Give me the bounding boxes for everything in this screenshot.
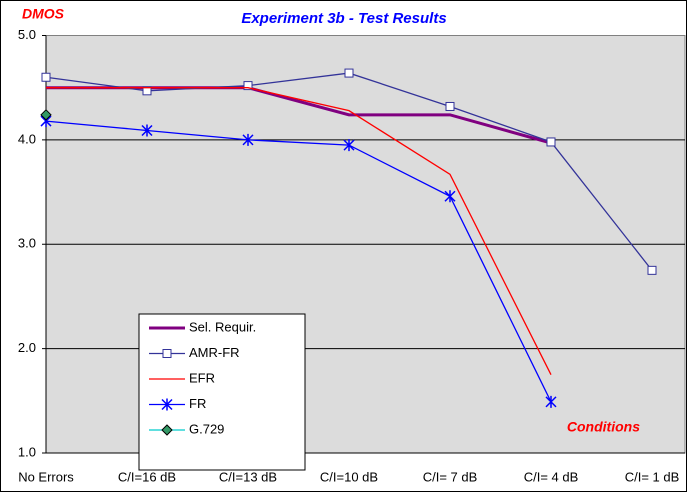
x-tick-label: C/I= 4 dB [524,469,579,484]
marker [242,133,254,146]
legend-label: EFR [189,370,215,385]
legend-label: G.729 [189,421,224,436]
x-tick-label: C/I=13 dB [219,469,277,484]
x-tick-label: No Errors [18,469,74,484]
marker [545,395,557,408]
marker [444,190,456,203]
marker [343,139,355,152]
y-tick-label: 3.0 [18,236,36,251]
marker [40,109,52,121]
x-axis-label: Conditions [567,419,640,435]
y-tick-label: 2.0 [18,340,36,355]
marker [546,137,556,147]
marker [161,424,173,436]
marker [41,72,51,82]
x-tick-label: C/I= 7 dB [423,469,478,484]
marker [445,101,455,111]
x-tick-label: C/I=10 dB [320,469,378,484]
legend-box [138,313,306,471]
legend-label: Sel. Requir. [189,319,256,334]
x-tick-label: C/I= 1 dB [625,469,680,484]
y-tick-label: 1.0 [18,444,36,459]
series-line [45,120,552,403]
marker [142,86,152,96]
marker [162,349,172,358]
chart-title: Experiment 3b - Test Results [241,10,446,27]
x-tick-label: C/I=16 dB [118,469,176,484]
marker [243,81,253,91]
y-tick-label: 4.0 [18,131,36,146]
marker [141,124,153,137]
marker [647,265,657,275]
marker [161,398,173,411]
y-tick-label: 5.0 [18,27,36,42]
legend-label: FR [189,396,206,411]
series-line [46,87,552,376]
legend-label: AMR-FR [189,345,240,360]
y-axis-label: DMOS [22,6,65,22]
marker [344,68,354,78]
